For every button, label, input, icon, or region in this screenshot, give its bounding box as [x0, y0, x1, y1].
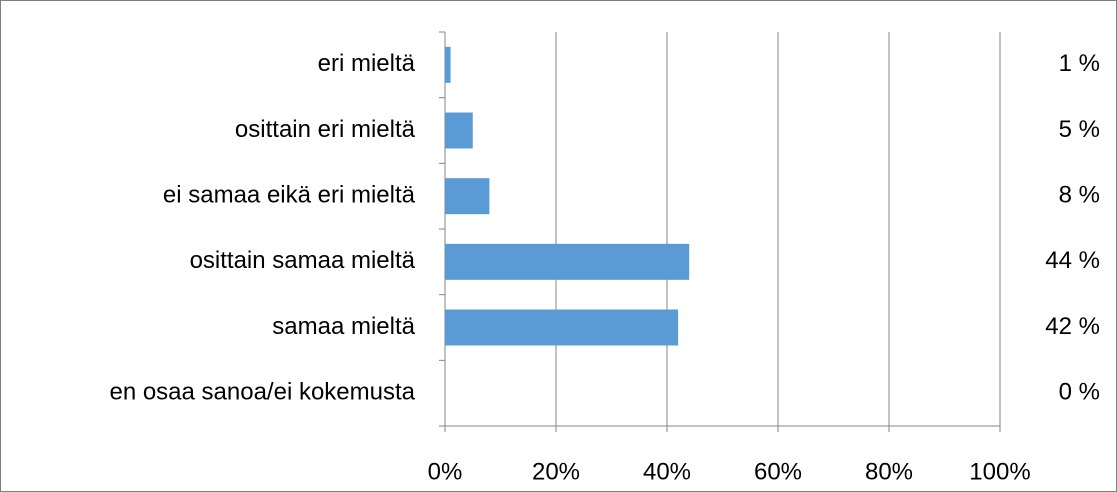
bar	[445, 178, 490, 215]
y-tick-label: samaa mieltä	[272, 313, 415, 340]
y-tick-label: ei samaa eikä eri mieltä	[163, 182, 416, 209]
y-tick-label: eri mieltä	[318, 50, 416, 77]
x-tick-label: 100%	[969, 458, 1030, 485]
x-tick-label: 40%	[643, 458, 691, 485]
bar	[445, 309, 679, 346]
value-label: 44 %	[1045, 247, 1100, 274]
x-tick-label: 60%	[754, 458, 802, 485]
x-tick-label: 20%	[532, 458, 580, 485]
bar	[445, 243, 690, 280]
value-label: 5 %	[1059, 116, 1100, 143]
y-tick-label: osittain samaa mieltä	[190, 247, 416, 274]
x-tick-label: 80%	[865, 458, 913, 485]
bar	[445, 112, 473, 149]
value-label: 0 %	[1059, 379, 1100, 406]
y-tick-label: osittain eri mieltä	[235, 116, 416, 143]
x-tick-label: 0%	[428, 458, 463, 485]
bar	[445, 46, 451, 83]
value-label: 42 %	[1045, 313, 1100, 340]
value-label: 1 %	[1059, 50, 1100, 77]
y-tick-label: en osaa sanoa/ei kokemusta	[109, 379, 415, 406]
value-label: 8 %	[1059, 182, 1100, 209]
